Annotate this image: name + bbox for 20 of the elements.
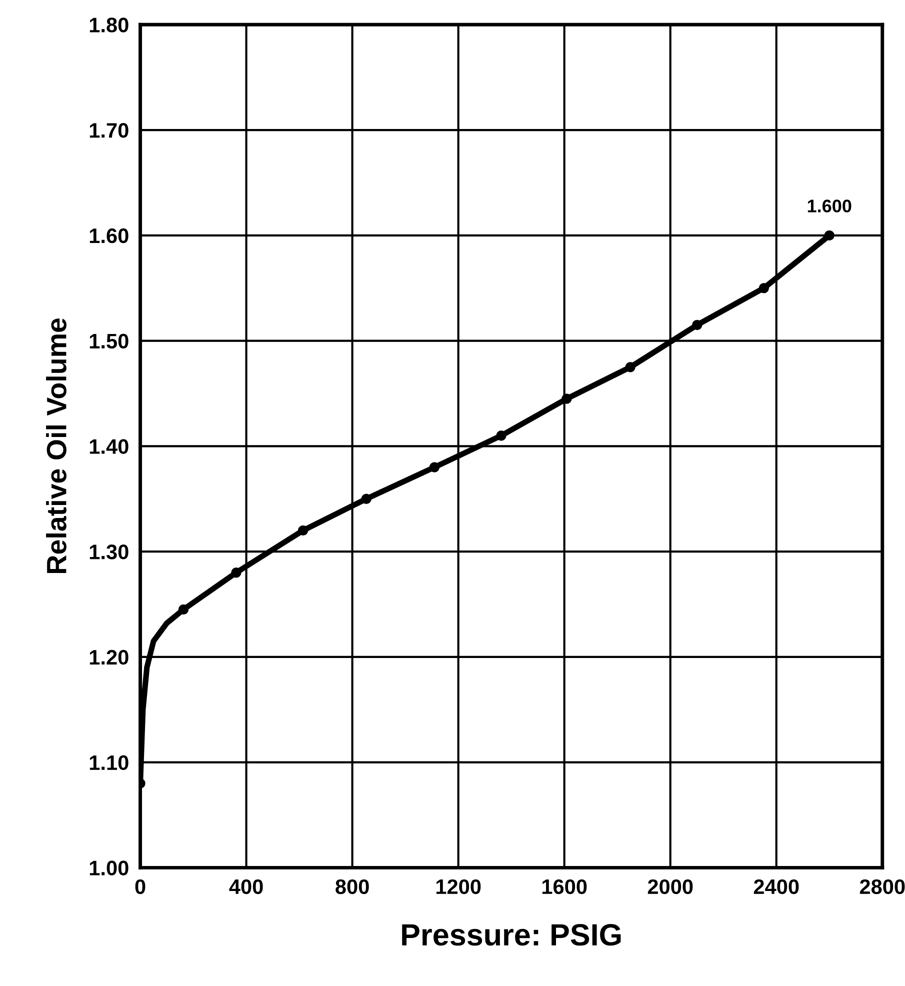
x-tick-label: 2000 — [648, 879, 693, 894]
y-tick-label: 1.30 — [90, 544, 128, 560]
y-tick-label: 1.20 — [90, 650, 128, 665]
x-tick-label: 1200 — [436, 879, 481, 894]
y-axis-title: Relative Oil Volume — [46, 318, 66, 573]
y-tick-label: 1.00 — [90, 860, 128, 876]
x-tick-label: 800 — [336, 879, 369, 894]
y-tick-label: 1.10 — [90, 755, 128, 770]
y-tick-label: 1.70 — [90, 123, 128, 138]
x-tick-label: 0 — [135, 879, 146, 894]
x-tick-label: 1600 — [542, 879, 587, 894]
y-tick-label: 1.80 — [90, 18, 128, 32]
y-tick-label: 1.50 — [90, 334, 128, 349]
x-tick-label: 2400 — [754, 879, 799, 894]
annotation: 1.600 — [808, 200, 852, 212]
y-tick-label: 1.40 — [90, 439, 128, 454]
x-tick-label: 2800 — [860, 879, 905, 894]
x-tick-label: 400 — [229, 879, 263, 894]
y-tick-label: 1.60 — [90, 228, 128, 244]
x-axis-title: Pressure: PSIG — [402, 924, 621, 946]
